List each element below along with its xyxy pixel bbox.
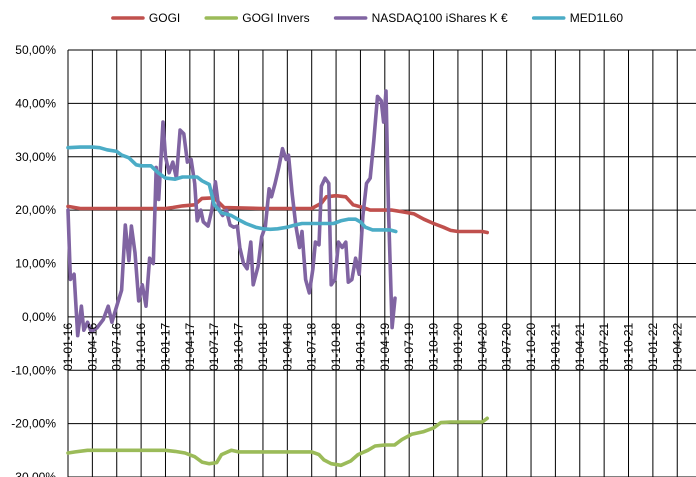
x-tick-label: 01-04-20 [475,323,489,371]
x-tick-label: 01-07-18 [305,323,319,371]
x-tick-label: 01-10-21 [622,323,636,371]
x-tick-label: 01-01-16 [61,323,75,371]
x-tick-label: 01-04-22 [670,323,684,371]
x-tick-label: 01-07-17 [207,323,221,371]
chart-grid [67,49,696,477]
x-tick-label: 01-07-16 [110,323,124,371]
x-tick-label: 01-10-16 [134,323,148,371]
series-line-2 [66,89,397,338]
x-axis: 01-01-16 01-04-16 01-07-16 01-10-16 01-01-17… [61,323,684,371]
x-tick-label: 01-10-17 [232,323,246,371]
x-tick-label: 01-01-20 [451,323,465,371]
x-tick-label: 01-04-17 [183,323,197,371]
x-tick-label: 01-01-22 [646,323,660,371]
legend-label: MED1L60 [570,11,624,25]
x-tick-label: 01-01-18 [256,323,270,371]
chart-series [66,89,490,468]
x-tick-label: 01-01-21 [548,323,562,371]
x-tick-label: 01-01-17 [158,323,172,371]
x-tick-label: 01-04-18 [280,323,294,371]
y-tick-label: 10,00% [15,257,56,271]
series-line-0 [66,193,490,235]
x-tick-label: 01-04-21 [573,323,587,371]
y-tick-label: 40,00% [15,96,56,110]
y-tick-label: 50,00% [15,43,56,57]
legend-label: GOGI [149,11,180,25]
x-tick-label: 01-10-18 [329,323,343,371]
x-tick-label: 01-04-16 [85,323,99,371]
x-tick-label: 01-10-20 [524,323,538,371]
y-tick-label: -20,00% [11,417,56,431]
y-tick-label: 20,00% [15,203,56,217]
y-tick-label: 30,00% [15,150,56,164]
x-tick-label: 01-07-20 [500,323,514,371]
y-tick-label: -10,00% [11,363,56,377]
legend-label: NASDAQ100 iShares K € [372,11,508,25]
x-tick-label: 01-07-19 [402,323,416,371]
y-tick-label: -30,00% [11,470,56,477]
series-line-3 [66,145,398,234]
y-axis: 50,00% 40,00% 30,00% 20,00% 10,00% 0,00% -10,0… [11,43,56,477]
x-tick-label: 01-10-19 [427,323,441,371]
legend-label: GOGI Invers [242,11,309,25]
y-tick-label: 0,00% [22,310,56,324]
x-tick-label: 01-04-19 [378,323,392,371]
chart-legend: GOGI GOGI Invers NASDAQ100 iShares K € MED1… [111,11,624,25]
x-tick-label: 01-01-19 [353,323,367,371]
series-line-1 [66,416,490,468]
x-tick-label: 01-07-21 [597,323,611,371]
